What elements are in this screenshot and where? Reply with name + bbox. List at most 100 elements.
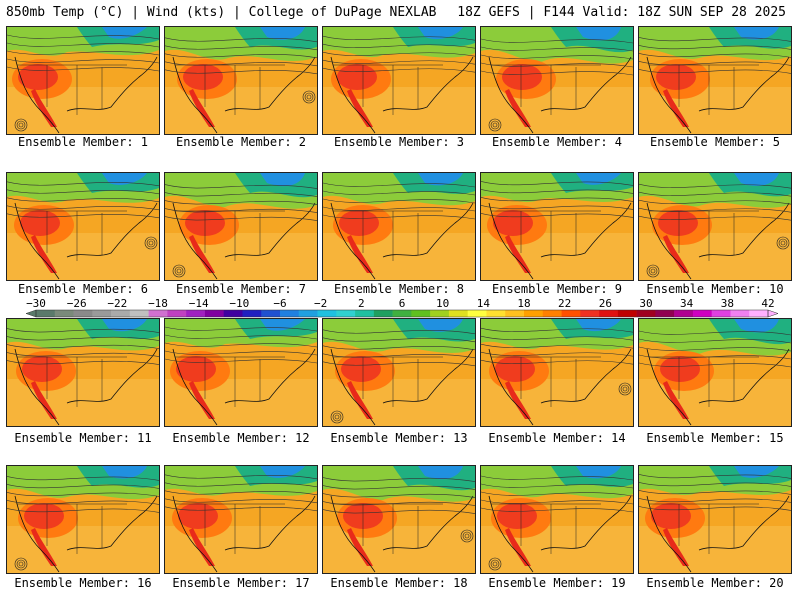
colorbar-swatch xyxy=(430,310,450,317)
colorbar-swatch xyxy=(36,310,56,317)
ensemble-panel xyxy=(480,172,634,281)
temperature-map xyxy=(7,319,159,426)
ensemble-panel xyxy=(6,318,160,427)
colorbar-tick-label: −18 xyxy=(148,298,168,310)
colorbar-swatch xyxy=(167,310,187,317)
temperature-map xyxy=(323,173,475,280)
member-label: Ensemble Member: 18 xyxy=(330,576,468,590)
ensemble-panel xyxy=(164,465,318,574)
colorbar-tick-label: 18 xyxy=(517,298,530,310)
colorbar-tick-label: −26 xyxy=(67,298,87,310)
member-label: Ensemble Member: 3 xyxy=(333,135,465,149)
ensemble-panel xyxy=(638,465,792,574)
colorbar-swatch xyxy=(355,310,375,317)
colorbar-swatch xyxy=(448,310,468,317)
colorbar-swatch xyxy=(749,310,769,317)
colorbar-swatch xyxy=(524,310,544,317)
colorbar-swatch xyxy=(711,310,731,317)
colorbar-swatch xyxy=(392,310,412,317)
colorbar-tick-label: 14 xyxy=(477,298,491,310)
temperature-map xyxy=(323,466,475,573)
ensemble-panel xyxy=(480,318,634,427)
colorbar-swatch xyxy=(280,310,300,317)
colorbar-swatch xyxy=(186,310,206,317)
colorbar-swatch xyxy=(336,310,356,317)
colorbar-tick-label: 10 xyxy=(436,298,449,310)
ensemble-panel xyxy=(480,26,634,135)
colorbar-swatch xyxy=(655,310,675,317)
colorbar-swatch xyxy=(148,310,168,317)
member-label: Ensemble Member: 20 xyxy=(646,576,784,590)
member-label: Ensemble Member: 12 xyxy=(172,431,310,445)
ensemble-panel xyxy=(322,318,476,427)
colorbar-tick-label: 34 xyxy=(680,298,694,310)
ensemble-panel xyxy=(480,465,634,574)
member-label: Ensemble Member: 6 xyxy=(17,282,149,296)
member-label: Ensemble Member: 19 xyxy=(488,576,626,590)
colorbar-tick-label: 22 xyxy=(558,298,571,310)
temperature-map xyxy=(481,173,633,280)
colorbar-tick-label: −10 xyxy=(229,298,249,310)
colorbar-swatch xyxy=(54,310,74,317)
ensemble-panel xyxy=(164,172,318,281)
ensemble-panel xyxy=(6,172,160,281)
member-label: Ensemble Member: 13 xyxy=(330,431,468,445)
colorbar-tick-label: 26 xyxy=(599,298,612,310)
colorbar-min-arrow xyxy=(25,309,37,318)
colorbar-tick-label: 38 xyxy=(721,298,734,310)
colorbar-swatch xyxy=(692,310,712,317)
member-label: Ensemble Member: 1 xyxy=(17,135,149,149)
colorbar-swatch xyxy=(617,310,637,317)
temperature-map xyxy=(165,173,317,280)
temperature-map xyxy=(639,27,791,134)
colorbar-swatch xyxy=(242,310,262,317)
member-label: Ensemble Member: 2 xyxy=(175,135,307,149)
temperature-map xyxy=(481,319,633,426)
colorbar-tick-label: −14 xyxy=(189,298,209,310)
temperature-map xyxy=(639,319,791,426)
colorbar-swatch xyxy=(674,310,694,317)
colorbar-tick-label: −30 xyxy=(26,298,46,310)
colorbar-swatch xyxy=(730,310,750,317)
ensemble-panel xyxy=(6,26,160,135)
valid-time: 18Z GEFS | F144 Valid: 18Z SUN SEP 28 20… xyxy=(457,5,786,20)
colorbar-swatch xyxy=(73,310,93,317)
colorbar-tick-label: 6 xyxy=(399,298,406,310)
colorbar-swatch xyxy=(261,310,281,317)
member-label: Ensemble Member: 10 xyxy=(646,282,784,296)
temperature-map xyxy=(7,173,159,280)
colorbar-swatch xyxy=(92,310,112,317)
ensemble-panel xyxy=(638,26,792,135)
member-label: Ensemble Member: 11 xyxy=(14,431,152,445)
ensemble-panel xyxy=(322,172,476,281)
ensemble-panel xyxy=(164,26,318,135)
colorbar-swatch xyxy=(317,310,337,317)
colorbar-swatch xyxy=(486,310,506,317)
temperature-map xyxy=(639,466,791,573)
colorbar-swatch xyxy=(411,310,431,317)
ensemble-panel xyxy=(322,26,476,135)
colorbar-tick-label: −6 xyxy=(273,298,286,310)
temperature-map xyxy=(7,466,159,573)
colorbar-tick-label: 2 xyxy=(358,298,365,310)
ensemble-panel xyxy=(6,465,160,574)
temperature-colorbar: −30 −26 −22 −18 −14 −10 −6 −2 2 6 10 14 18 22 26 30 34 38… xyxy=(25,298,779,318)
colorbar-swatch xyxy=(373,310,393,317)
colorbar-tick-label: −2 xyxy=(314,298,327,310)
colorbar-swatch xyxy=(111,310,131,317)
temperature-map xyxy=(165,466,317,573)
temperature-map xyxy=(7,27,159,134)
temperature-map xyxy=(639,173,791,280)
member-label: Ensemble Member: 8 xyxy=(333,282,465,296)
member-label: Ensemble Member: 16 xyxy=(14,576,152,590)
colorbar-swatch xyxy=(298,310,318,317)
colorbar-tick-label: 30 xyxy=(639,298,652,310)
ensemble-panel xyxy=(164,318,318,427)
ensemble-panel xyxy=(322,465,476,574)
temperature-map xyxy=(481,466,633,573)
colorbar-swatch xyxy=(467,310,487,317)
member-label: Ensemble Member: 15 xyxy=(646,431,784,445)
colorbar-swatch xyxy=(599,310,619,317)
colorbar-swatch xyxy=(505,310,525,317)
member-label: Ensemble Member: 7 xyxy=(175,282,307,296)
